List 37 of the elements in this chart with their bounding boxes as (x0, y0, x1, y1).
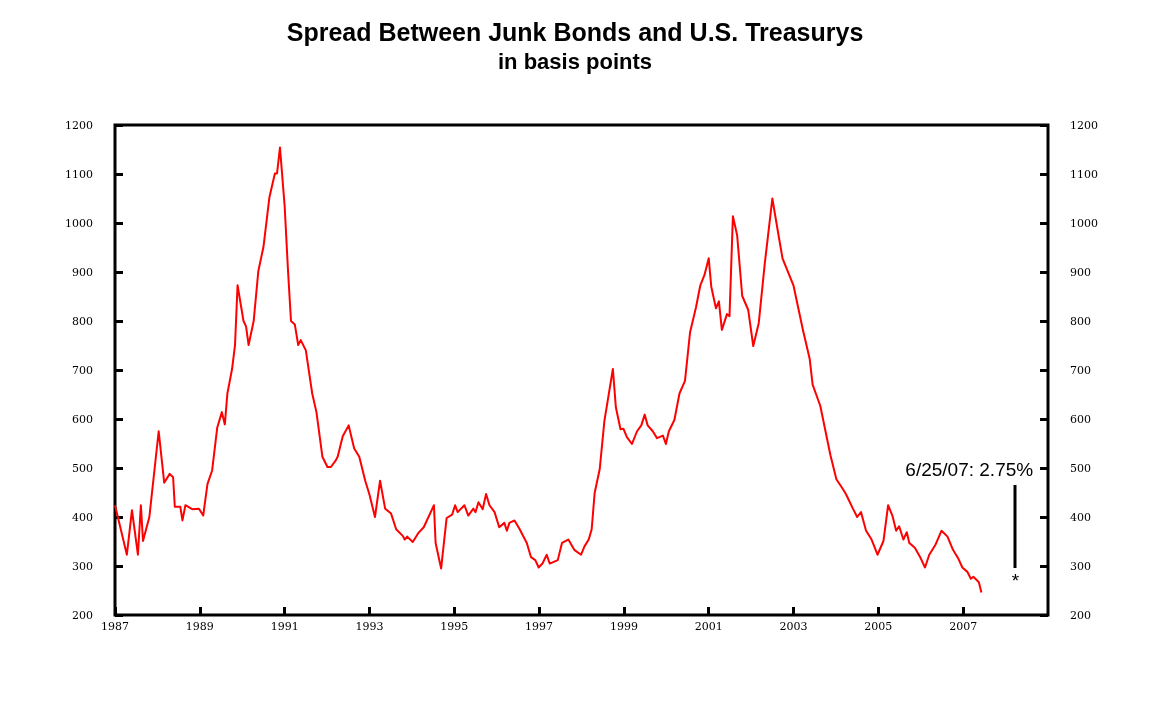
x-tick-label: 1993 (355, 620, 384, 633)
annotation: 6/25/07: 2.75% (905, 459, 1034, 482)
y2-tick-label: 700 (1070, 363, 1091, 377)
y2-tick-label: 500 (1070, 461, 1091, 475)
y2-tick-label: 1100 (1070, 167, 1098, 181)
x-tick-label: 1999 (609, 620, 638, 633)
y-tick-label: 300 (72, 559, 93, 573)
y2-tick-label: 1000 (1070, 216, 1098, 230)
x-tick-label: 1995 (440, 620, 469, 633)
x-tick-label: 1997 (525, 620, 554, 633)
y2-tick-label: 200 (1070, 608, 1091, 622)
y2-tick-label: 400 (1070, 510, 1091, 524)
x-tick-label: 1989 (185, 620, 214, 633)
y2-tick-label: 1200 (1070, 118, 1098, 132)
y-tick-label: 1000 (65, 216, 93, 230)
y-tick-label: 1200 (65, 118, 93, 132)
x-tick-label: 2003 (779, 620, 808, 633)
chart-subtitle: in basis points (497, 48, 653, 74)
y2-tick-label: 600 (1070, 412, 1091, 426)
y-tick-label: 900 (72, 265, 93, 279)
y-tick-label: 700 (72, 363, 93, 377)
x-tick-label: 2001 (694, 620, 723, 633)
x-tick-label: 1987 (101, 620, 129, 633)
annotation: * (1011, 570, 1020, 593)
y2-tick-label: 800 (1070, 314, 1091, 328)
x-tick-label: 2005 (864, 620, 893, 633)
x-tick-label: 2007 (949, 620, 978, 633)
chart-title: Spread Between Junk Bonds and U.S. Treasurys (286, 17, 864, 46)
y-tick-label: 200 (72, 608, 93, 622)
y2-tick-label: 300 (1070, 559, 1091, 573)
x-tick-label: 1991 (270, 620, 299, 633)
y-tick-label: 800 (72, 314, 93, 328)
y-tick-label: 600 (72, 412, 93, 426)
y-tick-label: 1100 (65, 167, 93, 181)
y-tick-label: 400 (72, 510, 93, 524)
y2-tick-label: 900 (1070, 265, 1091, 279)
y-tick-label: 500 (72, 461, 93, 475)
